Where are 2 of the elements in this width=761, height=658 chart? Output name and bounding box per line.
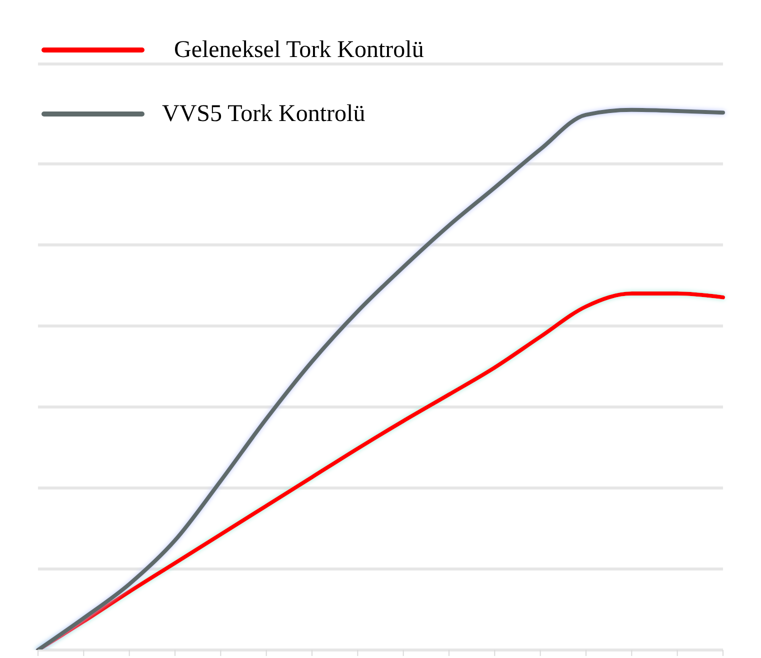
legend-label: VVS5 Tork Kontrolü [162,100,366,128]
legend-label: Geleneksel Tork Kontrolü [174,36,424,64]
